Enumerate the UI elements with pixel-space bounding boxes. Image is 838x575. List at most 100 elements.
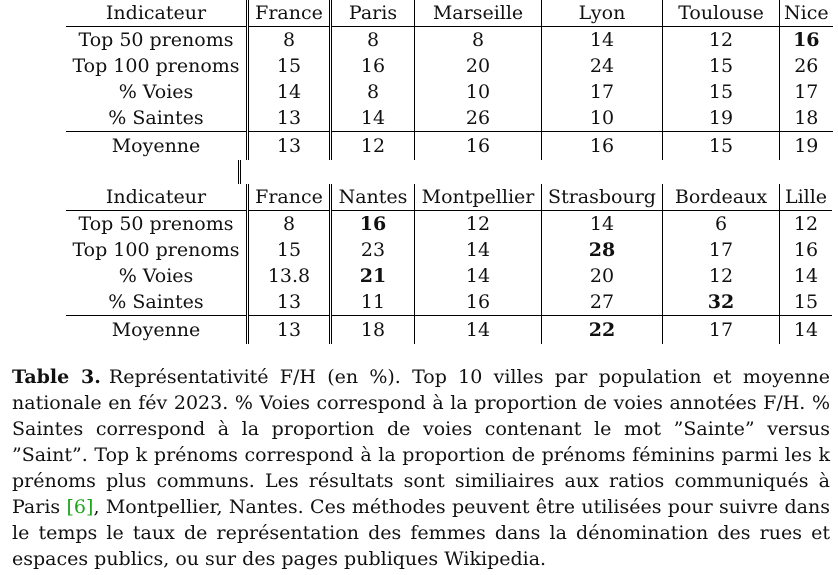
table-cell: 16: [541, 131, 663, 160]
table-cell: 12: [414, 210, 542, 237]
table-cell: 16: [793, 239, 819, 261]
indicator-table-top: Indicateur France Paris Marseille Lyon Toulou…: [66, 0, 833, 160]
table-cell: 11: [330, 289, 415, 316]
row-label-cell: Top 100 prenoms: [66, 237, 249, 263]
table-cell: 8: [330, 79, 415, 105]
table-cell: 16: [414, 131, 542, 160]
table-cell: 8: [247, 210, 332, 237]
table-cell: 17: [794, 81, 819, 103]
table-caption: Table 3. Représentativité F/H (en %). Top…: [12, 364, 830, 572]
table-cell: 10: [414, 79, 542, 105]
table-cell: 13: [247, 105, 332, 132]
table-cell: 22: [541, 315, 663, 344]
table-cell: 14: [541, 210, 663, 237]
table-cell: 15: [247, 53, 332, 79]
table-cell: 12: [662, 26, 780, 53]
header-row: Indicateur France Paris Marseille Lyon Toulou…: [66, 0, 833, 27]
table-cell: 8: [414, 26, 542, 53]
table-cell: Toulouse: [662, 0, 780, 27]
table-cell: 24: [541, 53, 663, 79]
table-cell: Strasbourg: [541, 184, 663, 211]
table-cell: 13: [247, 289, 332, 316]
caption-text-continued: , Montpellier, Nantes. Ces méthodes peuv…: [12, 496, 830, 570]
table-cell: 8: [247, 26, 332, 53]
table-cell: 26: [414, 105, 542, 132]
table-cell: Paris: [330, 0, 415, 27]
table-cell: Lille: [779, 184, 832, 211]
table-cell: 8: [330, 26, 415, 53]
table-cell: 15: [247, 237, 332, 263]
table-cell: 16: [330, 210, 415, 237]
table-cell: 16: [793, 29, 820, 51]
row-label-cell: % Voies: [66, 79, 249, 105]
table-cell: 12: [662, 263, 780, 289]
table-cell: 17: [662, 315, 780, 344]
table-cell: 14: [793, 265, 819, 287]
row-label-cell: % Saintes: [66, 105, 249, 132]
table-cell: 15: [662, 131, 780, 160]
table-cell: 15: [662, 79, 780, 105]
table-cell: Lyon: [541, 0, 663, 27]
table-cell: 10: [541, 105, 663, 132]
table-cell: 19: [794, 135, 819, 157]
table-cell: France: [247, 0, 332, 27]
table-cell: 19: [662, 105, 780, 132]
row-label-cell: Top 50 prenoms: [66, 26, 249, 53]
row-label-cell: Moyenne: [66, 131, 249, 160]
table-cell: 21: [330, 263, 415, 289]
table-cell: 15: [662, 53, 780, 79]
row-label-cell: Top 50 prenoms: [66, 210, 249, 237]
indicator-table-bottom: Indicateur France Nantes Montpellier Strasbo…: [66, 184, 832, 344]
table-row: Top 100 prenoms 15 16 20 24 15 26: [66, 53, 833, 79]
table-cell: 23: [330, 237, 415, 263]
table-cell: Nantes: [330, 184, 415, 211]
table-row: % Voies 13.8 21 14 20 12 14: [66, 263, 832, 289]
table-cell: Bordeaux: [662, 184, 780, 211]
average-row: Moyenne 13 18 14 22 17 14: [66, 315, 832, 344]
table-cell: 27: [541, 289, 663, 316]
table-cell: 20: [541, 263, 663, 289]
table-row: Top 100 prenoms 15 23 14 28 17 16: [66, 237, 832, 263]
table-cell: 14: [793, 319, 819, 341]
table-row: Top 50 prenoms 8 8 8 14 12 16: [66, 26, 833, 53]
table-cell: 17: [541, 79, 663, 105]
row-label-cell: Moyenne: [66, 315, 249, 344]
average-row: Moyenne 13 12 16 16 15 19: [66, 131, 833, 160]
table-cell: Nice: [779, 0, 833, 27]
table-cell: France: [247, 184, 332, 211]
table-cell: 18: [330, 315, 415, 344]
table-cell: 14: [541, 26, 663, 53]
row-label-cell: % Saintes: [66, 289, 249, 316]
table-row: Top 50 prenoms 8 16 12 14 6 12: [66, 210, 832, 237]
table-cell: 13: [247, 131, 332, 160]
table-cell: Marseille: [414, 0, 542, 27]
table-cell: 6: [662, 210, 780, 237]
table-cell: 14: [414, 315, 542, 344]
table-row: % Saintes 13 11 16 27 32 15: [66, 289, 832, 316]
table-cell: 28: [541, 237, 663, 263]
table-cell: 32: [662, 289, 780, 316]
row-label-cell: % Voies: [66, 263, 249, 289]
caption-label: Table 3.: [12, 366, 101, 388]
table-cell: 14: [330, 105, 415, 132]
table-cell: 18: [779, 105, 833, 132]
table-cell: 12: [793, 213, 819, 235]
table-cell: Montpellier: [414, 184, 542, 211]
table-cell: 15: [779, 289, 832, 316]
table-cell: 16: [330, 53, 415, 79]
table-row: % Voies 14 8 10 17 15 17: [66, 79, 833, 105]
caption-citation-link[interactable]: [6]: [66, 496, 94, 518]
table-cell: 14: [247, 79, 332, 105]
table-cell: 13: [247, 315, 332, 344]
row-label-cell: Indicateur: [66, 0, 249, 27]
row-label-cell: Indicateur: [66, 184, 249, 211]
table-divider-line: [238, 160, 241, 184]
table-cell: 14: [414, 237, 542, 263]
table-cell: 20: [414, 53, 542, 79]
table-row: % Saintes 13 14 26 10 19 18: [66, 105, 833, 132]
table-cell: 14: [414, 263, 542, 289]
caption-text: Représentativité F/H (en %). Top 10 vill…: [12, 366, 830, 518]
row-label-cell: Top 100 prenoms: [66, 53, 249, 79]
table-cell: 16: [414, 289, 542, 316]
table-cell: 17: [662, 237, 780, 263]
